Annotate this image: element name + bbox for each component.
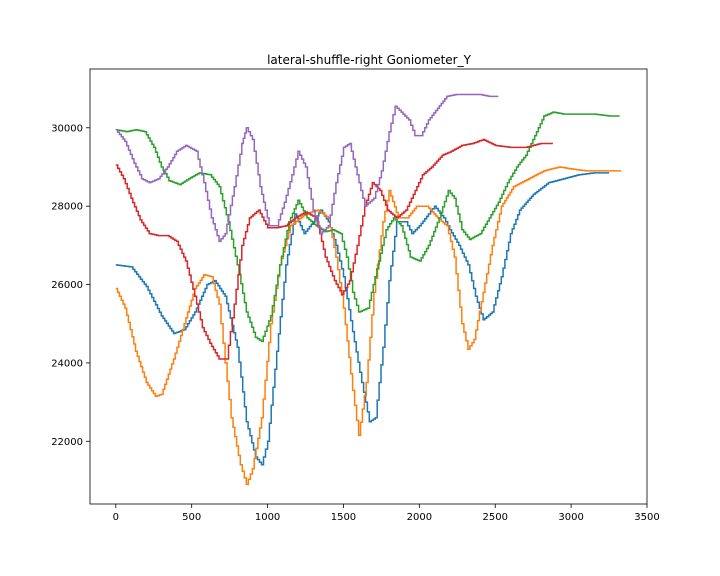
x-tick-label: 3500	[634, 512, 659, 523]
x-tick-label: 1000	[255, 512, 280, 523]
x-tick-label: 0	[113, 512, 119, 523]
plot-frame	[89, 68, 648, 505]
series-line-5	[115, 93, 499, 243]
x-tick-label: 1500	[331, 512, 356, 523]
x-axis: 0 500 1000 1500 2000 2500 3000 3500	[113, 504, 660, 523]
series-line-2	[115, 166, 622, 486]
series-line-1	[115, 172, 610, 466]
x-tick-label: 500	[182, 512, 201, 523]
y-tick-label: 22000	[51, 437, 83, 448]
y-tick-label: 26000	[51, 280, 83, 291]
series-line-3	[115, 111, 620, 343]
y-tick-label: 24000	[51, 358, 83, 369]
series-layer	[115, 93, 622, 486]
x-tick-label: 2000	[407, 512, 432, 523]
series-line-4	[115, 138, 553, 360]
x-tick-label: 3000	[558, 512, 583, 523]
chart-title: lateral-shuffle-right Goniometer_Y	[267, 53, 472, 67]
y-axis: 22000 24000 26000 28000 30000	[51, 123, 90, 448]
y-tick-label: 30000	[51, 123, 83, 134]
x-tick-label: 2500	[483, 512, 508, 523]
y-tick-label: 28000	[51, 202, 83, 213]
